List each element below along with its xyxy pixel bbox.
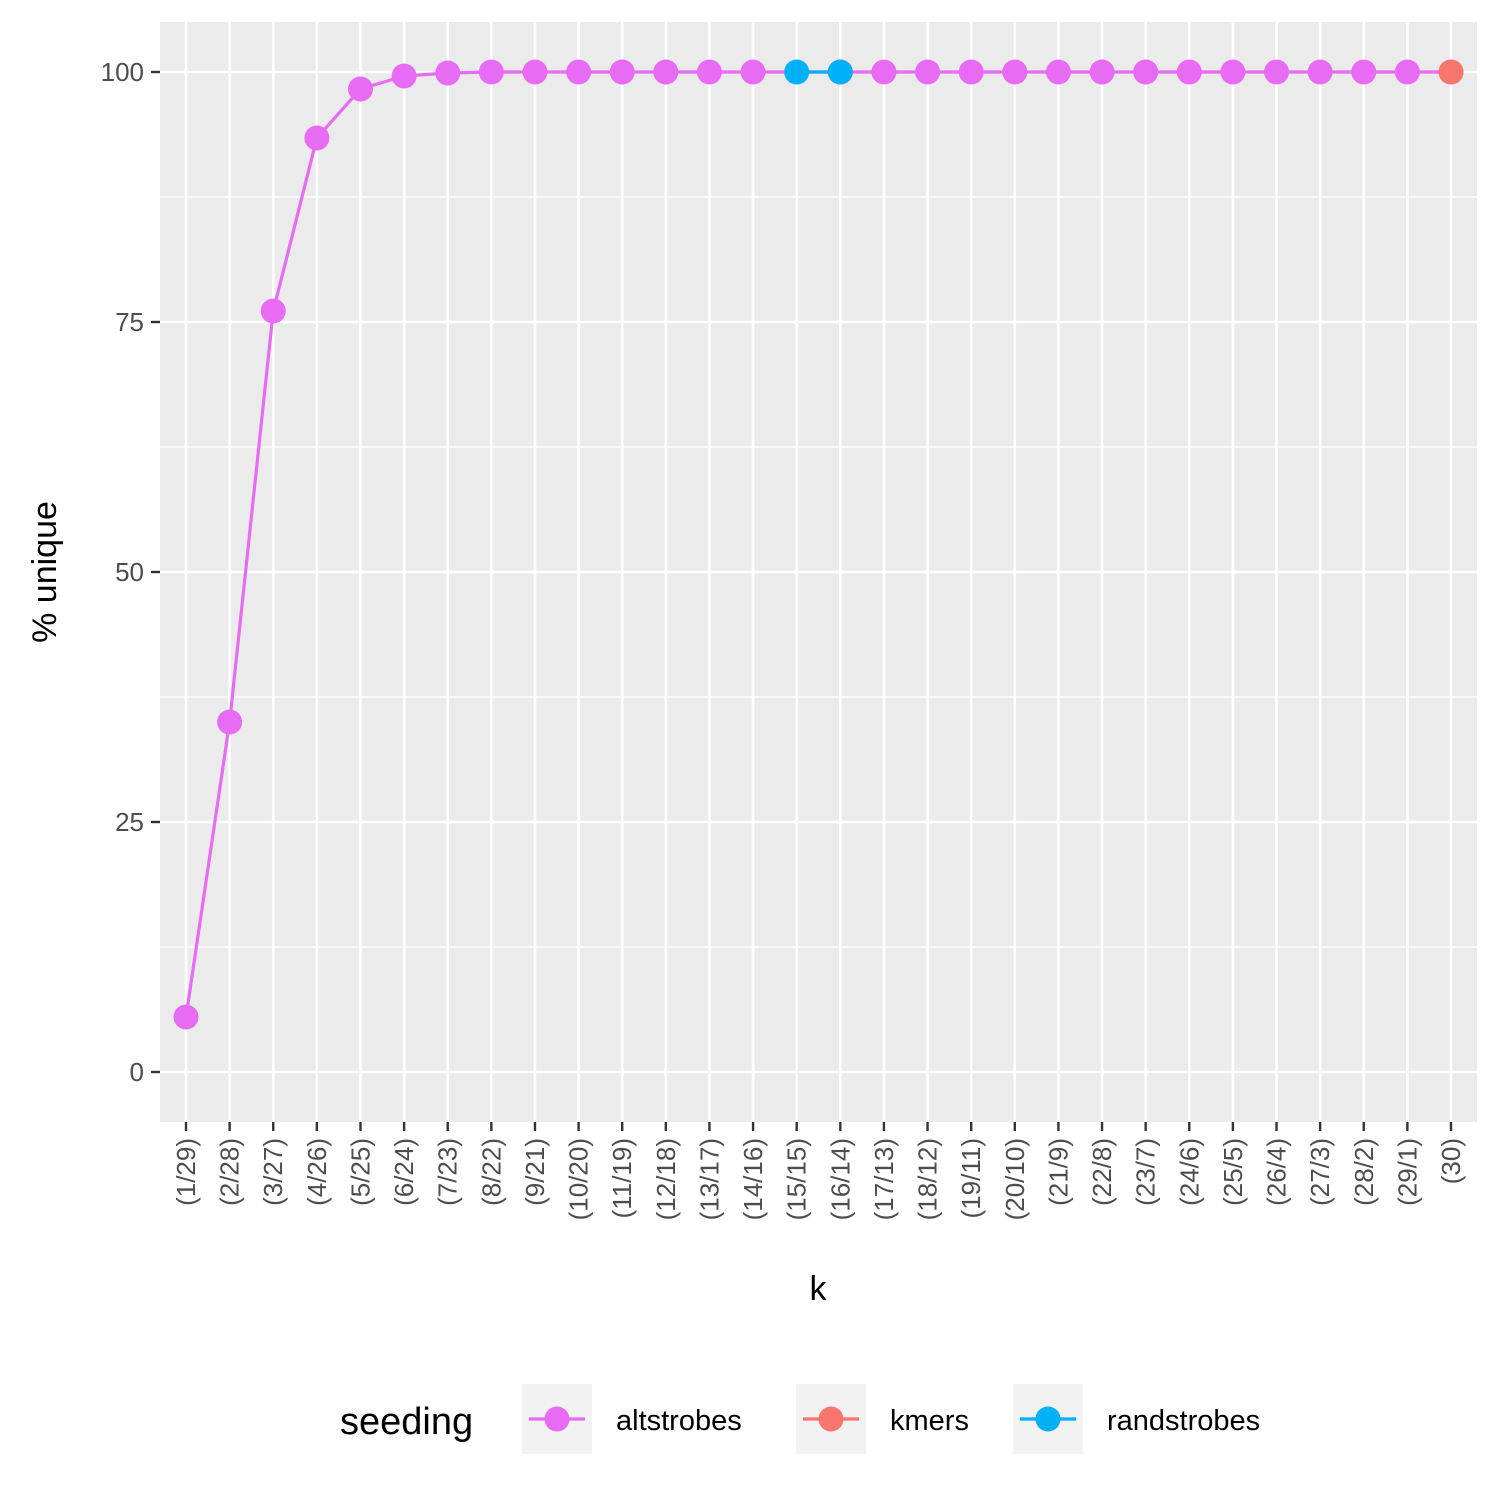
x-axis-title: k	[810, 1270, 828, 1308]
x-tick-label: (4/26)	[302, 1138, 332, 1206]
legend-key-point	[1035, 1406, 1061, 1432]
point-altstrobes	[522, 59, 548, 85]
x-tick-label: (3/27)	[258, 1138, 288, 1206]
point-randstrobes	[784, 59, 810, 85]
x-tick-label: (15/15)	[782, 1138, 812, 1220]
point-altstrobes	[1307, 59, 1333, 85]
point-altstrobes	[740, 59, 766, 85]
point-altstrobes	[1089, 59, 1115, 85]
legend-item-altstrobes: altstrobes	[522, 1384, 742, 1454]
x-tick-label: (9/21)	[520, 1138, 550, 1206]
y-tick-label: 0	[130, 1057, 144, 1087]
x-tick-label: (25/5)	[1218, 1138, 1248, 1206]
legend-label: randstrobes	[1107, 1405, 1260, 1437]
point-altstrobes	[478, 59, 504, 85]
x-tick-label: (14/16)	[738, 1138, 768, 1220]
y-tick-label: 100	[101, 57, 144, 87]
point-altstrobes	[1133, 59, 1159, 85]
legend-title: seeding	[340, 1401, 473, 1443]
x-tick-label: (1/29)	[171, 1138, 201, 1206]
point-altstrobes	[1176, 59, 1202, 85]
x-tick-label: (12/18)	[651, 1138, 681, 1220]
x-tick-label: (22/8)	[1087, 1138, 1117, 1206]
legend-item-randstrobes: randstrobes	[1013, 1384, 1260, 1454]
x-tick-label: (5/25)	[345, 1138, 375, 1206]
point-altstrobes	[217, 709, 243, 735]
x-tick-label: (11/19)	[607, 1138, 637, 1218]
point-altstrobes	[260, 298, 286, 324]
y-tick-label: 50	[115, 557, 144, 587]
legend-label: altstrobes	[616, 1405, 742, 1437]
x-tick-label: (16/14)	[825, 1138, 855, 1220]
point-altstrobes	[1394, 59, 1420, 85]
x-tick-label: (2/28)	[215, 1138, 245, 1206]
x-tick-label: (20/10)	[1000, 1138, 1030, 1220]
point-altstrobes	[1351, 59, 1377, 85]
x-tick-label: (27/3)	[1305, 1138, 1335, 1206]
legend: seeding altstrobes kmers randstrobes	[340, 1384, 1260, 1454]
legend-label: kmers	[890, 1405, 969, 1437]
series-points	[173, 59, 1464, 1030]
point-altstrobes	[696, 59, 722, 85]
point-altstrobes	[391, 63, 417, 89]
point-randstrobes	[827, 59, 853, 85]
x-tick-label: (6/24)	[389, 1138, 419, 1206]
y-axis-title: % unique	[26, 501, 64, 643]
x-tick-label: (30)	[1436, 1138, 1466, 1184]
x-tick-label: (18/12)	[913, 1138, 943, 1220]
y-tick-label: 75	[115, 307, 144, 337]
legend-item-kmers: kmers	[796, 1384, 969, 1454]
point-altstrobes	[435, 60, 461, 86]
x-tick-label: (19/11)	[956, 1138, 986, 1218]
point-altstrobes	[173, 1004, 199, 1030]
x-tick-label: (28/2)	[1349, 1138, 1379, 1206]
x-tick-label: (13/17)	[694, 1138, 724, 1220]
grid	[160, 22, 1477, 1122]
x-tick-label: (21/9)	[1043, 1138, 1073, 1206]
x-tick-label: (17/13)	[869, 1138, 899, 1220]
point-altstrobes	[566, 59, 592, 85]
point-altstrobes	[1264, 59, 1290, 85]
legend-key-point	[544, 1406, 570, 1432]
y-axis: 0 25 50 75 100	[101, 57, 160, 1087]
point-altstrobes	[1045, 59, 1071, 85]
point-altstrobes	[1220, 59, 1246, 85]
x-tick-label: (29/1)	[1392, 1138, 1422, 1206]
x-tick-label: (24/6)	[1174, 1138, 1204, 1206]
x-tick-label: (23/7)	[1131, 1138, 1161, 1206]
point-altstrobes	[958, 59, 984, 85]
x-tick-label: (26/4)	[1262, 1138, 1292, 1206]
point-altstrobes	[871, 59, 897, 85]
y-tick-label: 25	[115, 807, 144, 837]
x-axis: (1/29) (2/28) (3/27) (4/26) (5/25) (6/24) (7/2…	[171, 1122, 1466, 1220]
x-tick-label: (8/22)	[476, 1138, 506, 1206]
point-altstrobes	[1002, 59, 1028, 85]
x-tick-label: (7/23)	[433, 1138, 463, 1206]
point-altstrobes	[915, 59, 941, 85]
point-altstrobes	[653, 59, 679, 85]
x-tick-label: (10/20)	[564, 1138, 594, 1220]
point-altstrobes	[347, 76, 373, 102]
point-kmers	[1438, 59, 1464, 85]
point-altstrobes	[609, 59, 635, 85]
legend-key-point	[818, 1406, 844, 1432]
point-altstrobes	[304, 125, 330, 151]
